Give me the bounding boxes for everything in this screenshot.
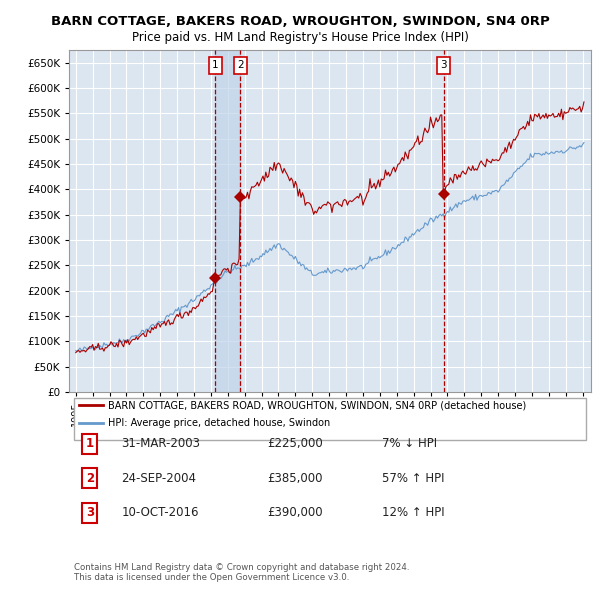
Text: 1: 1 (86, 437, 94, 450)
Bar (215, 50, 240, 392)
Text: £385,000: £385,000 (268, 472, 323, 485)
Text: 24-SEP-2004: 24-SEP-2004 (121, 472, 196, 485)
Text: BARN COTTAGE, BAKERS ROAD, WROUGHTON, SWINDON, SN4 0RP (detached house): BARN COTTAGE, BAKERS ROAD, WROUGHTON, SW… (108, 401, 526, 410)
Text: 10-OCT-2016: 10-OCT-2016 (121, 506, 199, 519)
Text: 12% ↑ HPI: 12% ↑ HPI (382, 506, 445, 519)
Text: 3: 3 (86, 506, 94, 519)
Text: 31-MAR-2003: 31-MAR-2003 (121, 437, 200, 450)
Text: 1: 1 (212, 60, 218, 70)
Text: 2: 2 (237, 60, 244, 70)
Text: Price paid vs. HM Land Registry's House Price Index (HPI): Price paid vs. HM Land Registry's House … (131, 31, 469, 44)
FancyBboxPatch shape (74, 398, 586, 440)
Text: £390,000: £390,000 (268, 506, 323, 519)
Text: 7% ↓ HPI: 7% ↓ HPI (382, 437, 437, 450)
Text: HPI: Average price, detached house, Swindon: HPI: Average price, detached house, Swin… (108, 418, 331, 428)
Text: Contains HM Land Registry data © Crown copyright and database right 2024.
This d: Contains HM Land Registry data © Crown c… (74, 563, 410, 582)
Text: 3: 3 (440, 60, 447, 70)
Text: BARN COTTAGE, BAKERS ROAD, WROUGHTON, SWINDON, SN4 0RP: BARN COTTAGE, BAKERS ROAD, WROUGHTON, SW… (50, 15, 550, 28)
Text: 2: 2 (86, 472, 94, 485)
Text: £225,000: £225,000 (268, 437, 323, 450)
Text: 57% ↑ HPI: 57% ↑ HPI (382, 472, 445, 485)
